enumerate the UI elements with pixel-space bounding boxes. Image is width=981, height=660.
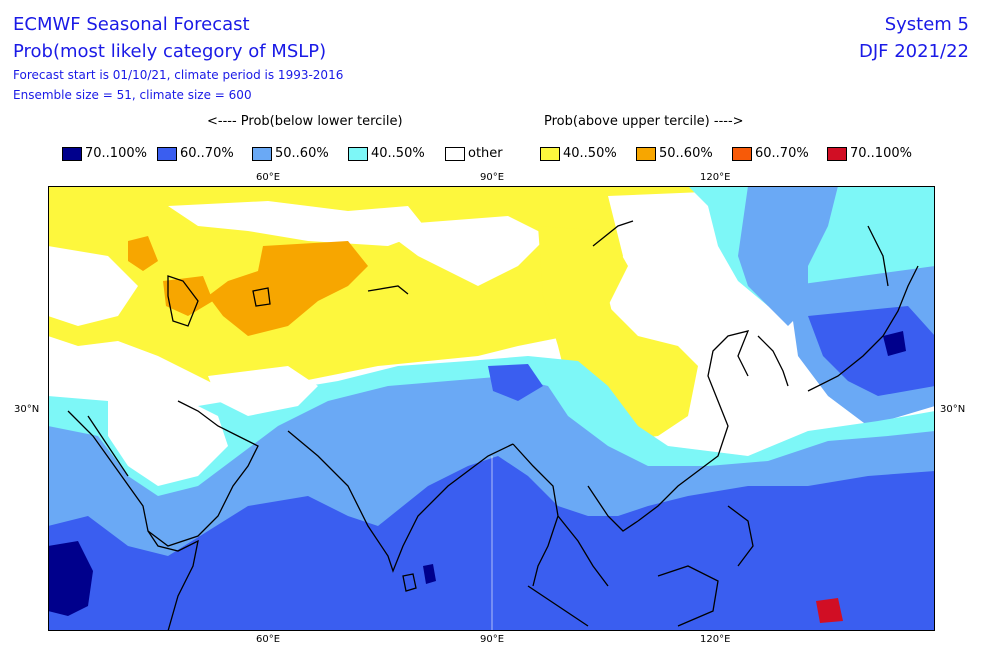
coastline-balkhash <box>367 285 409 295</box>
lon-tick-top-60e: 60°E <box>256 172 281 183</box>
legend-swatch <box>445 146 465 161</box>
legend-label: 70..100% <box>85 146 147 161</box>
region-other-west <box>48 246 138 326</box>
region-below-60-70-japan <box>808 306 935 396</box>
lat-tick-right-30n: 30°N <box>940 404 966 415</box>
legend-swatch <box>540 146 560 161</box>
legend-swatch <box>348 146 368 161</box>
lon-tick-top-90e: 90°E <box>480 172 505 183</box>
region-above-70-100-pacific <box>816 598 843 623</box>
ensemble-size-line: Ensemble size = 51, climate size = 600 <box>13 88 252 102</box>
map-subtitle: Prob(most likely category of MSLP) <box>13 41 327 62</box>
legend-item-above-40-50: 40..50% <box>540 146 617 161</box>
legend-label: 40..50% <box>371 146 425 161</box>
legend-label: 50..60% <box>659 146 713 161</box>
region-other-north-1 <box>168 201 428 246</box>
forecast-map <box>48 186 935 631</box>
legend-swatch <box>62 146 82 161</box>
coastline-aral <box>252 287 271 307</box>
region-below-70-100-somalia <box>48 541 93 616</box>
coastline-india <box>287 430 514 573</box>
legend-swatch <box>252 146 272 161</box>
legend-item-below-60-70: 60..70% <box>157 146 234 161</box>
season-label: DJF 2021/22 <box>858 41 969 62</box>
legend-label: 60..70% <box>755 146 809 161</box>
coastline-sri-lanka <box>402 573 417 592</box>
lon-tick-bottom-120e: 120°E <box>700 634 731 645</box>
legend-item-below-40-50: 40..50% <box>348 146 425 161</box>
coastline-caspian <box>167 275 199 327</box>
region-other-north-3 <box>608 191 748 361</box>
legend-label: other <box>468 146 503 161</box>
coastline-arabia <box>67 400 259 547</box>
coastline-baikal <box>592 220 634 247</box>
legend-label: 50..60% <box>275 146 329 161</box>
legend-item-other: other <box>445 146 503 161</box>
map-title: ECMWF Seasonal Forecast <box>13 14 250 35</box>
legend-item-above-50-60: 50..60% <box>636 146 713 161</box>
coastline-borneo <box>657 565 719 627</box>
region-other-north-2 <box>378 216 548 286</box>
above-tercile-label: Prob(above upper tercile) ----> <box>544 114 744 129</box>
region-above-50-60-west <box>128 236 158 271</box>
legend-item-below-70-100: 70..100% <box>62 146 147 161</box>
region-below-70-100-bay <box>423 564 436 584</box>
legend-swatch <box>636 146 656 161</box>
region-below-50-60-northeast <box>738 186 838 326</box>
coastlines <box>67 220 919 631</box>
lon-tick-top-120e: 120°E <box>700 172 731 183</box>
legend-label: 70..100% <box>850 146 912 161</box>
coastline-sumatra <box>527 585 589 627</box>
legend-swatch <box>157 146 177 161</box>
coastline-philippines <box>727 505 754 567</box>
coastline-korea-japan <box>757 265 919 392</box>
coastline-africa-horn <box>147 530 199 631</box>
lat-tick-left-30n: 30°N <box>14 404 40 415</box>
region-other-india <box>208 366 318 416</box>
region-below-60-70-tibet <box>488 364 543 401</box>
lon-tick-bottom-90e: 90°E <box>480 634 505 645</box>
legend-swatch <box>732 146 752 161</box>
legend-item-above-70-100: 70..100% <box>827 146 912 161</box>
lon-tick-bottom-60e: 60°E <box>256 634 281 645</box>
legend-swatch <box>827 146 847 161</box>
below-tercile-label: <---- Prob(below lower tercile) <box>207 114 403 129</box>
region-below-70-100-japan <box>883 331 906 356</box>
region-above-50-60-caspian <box>163 276 213 316</box>
map-frame <box>48 186 935 631</box>
legend-label: 60..70% <box>180 146 234 161</box>
coastline-red-sea <box>87 415 129 477</box>
legend-item-below-50-60: 50..60% <box>252 146 329 161</box>
coastline-sakhalin <box>867 225 889 287</box>
coastline-indochina <box>512 443 639 587</box>
system-label: System 5 <box>884 14 969 35</box>
legend-label: 40..50% <box>563 146 617 161</box>
coastline-china <box>637 330 750 522</box>
region-above-50-60-central <box>208 241 368 336</box>
forecast-start-line: Forecast start is 01/10/21, climate peri… <box>13 68 344 82</box>
legend-item-above-60-70: 60..70% <box>732 146 809 161</box>
